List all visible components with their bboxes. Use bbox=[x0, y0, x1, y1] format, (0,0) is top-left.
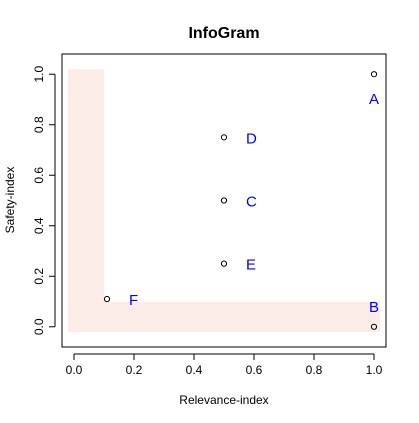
x-axis: 0.0 0.2 0.4 0.6 0.8 1.0 bbox=[66, 353, 383, 377]
point-f bbox=[103, 295, 111, 303]
point-a bbox=[370, 71, 378, 78]
shaded-region bbox=[68, 69, 380, 332]
x-tick-label: 0.8 bbox=[306, 363, 323, 377]
x-tick-label: 0.4 bbox=[186, 363, 203, 377]
point-label-c: C bbox=[246, 194, 257, 211]
y-tick-label: 1.0 bbox=[32, 66, 46, 83]
x-tick-label: 0.2 bbox=[126, 363, 143, 377]
shaded-vertical-band bbox=[68, 69, 104, 332]
point-c bbox=[220, 197, 228, 204]
point-b bbox=[370, 323, 378, 330]
x-tick-label: 1.0 bbox=[366, 363, 383, 377]
y-tick-label: 0.4 bbox=[32, 217, 46, 234]
y-axis-label: Safety-index bbox=[3, 167, 17, 234]
point-label-a: A bbox=[369, 91, 379, 108]
y-tick-label: 0.0 bbox=[32, 318, 46, 335]
point-e bbox=[220, 260, 228, 267]
y-tick-label: 0.2 bbox=[32, 268, 46, 285]
x-tick-label: 0.0 bbox=[66, 363, 83, 377]
data-points: A B C D E F bbox=[103, 71, 379, 330]
point-label-d: D bbox=[246, 130, 257, 147]
y-tick-label: 0.6 bbox=[32, 167, 46, 184]
y-axis: 0.0 0.2 0.4 0.6 0.8 1.0 bbox=[32, 66, 56, 335]
point-label-b: B bbox=[369, 299, 379, 316]
point-label-f: F bbox=[129, 292, 138, 309]
shaded-horizontal-band bbox=[68, 301, 380, 332]
point-d bbox=[220, 134, 228, 141]
x-tick-label: 0.6 bbox=[246, 363, 263, 377]
chart-title: InfoGram bbox=[188, 25, 259, 42]
plot-frame bbox=[61, 53, 387, 348]
point-label-e: E bbox=[246, 257, 256, 274]
y-tick-label: 0.8 bbox=[32, 116, 46, 133]
x-axis-label: Relevance-index bbox=[179, 393, 268, 407]
